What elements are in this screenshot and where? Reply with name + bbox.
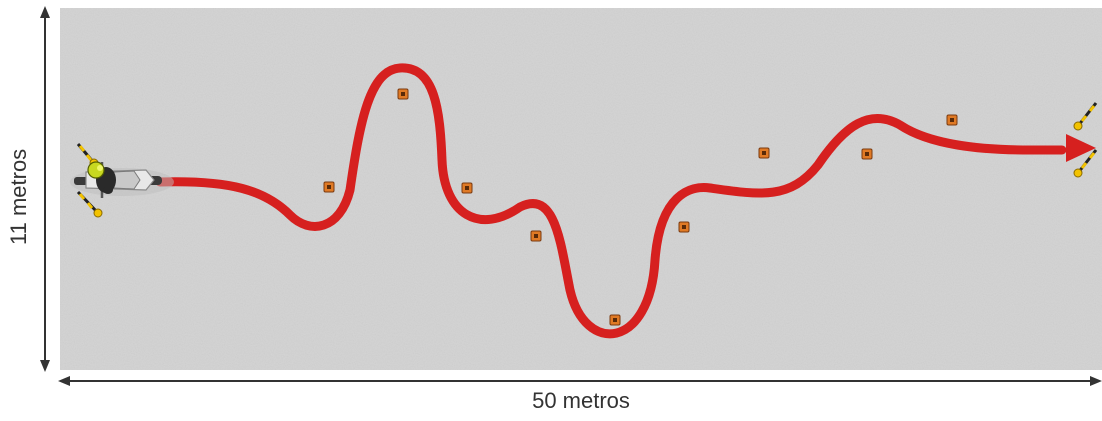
gate-pole-top-finish — [1073, 102, 1098, 131]
cone — [758, 147, 770, 159]
finish-gate — [1073, 102, 1098, 178]
height-label: 11 metros — [6, 148, 31, 245]
cone — [609, 314, 621, 326]
cone — [946, 114, 958, 126]
gate-pole-bottom-finish — [1073, 149, 1098, 178]
width-label: 50 metros — [532, 388, 630, 413]
path-arrowhead — [1066, 134, 1096, 162]
motorcycle-icon — [70, 161, 174, 198]
cone — [323, 181, 335, 193]
height-dimension-arrow — [40, 6, 50, 372]
cone — [678, 221, 690, 233]
cones — [323, 88, 958, 326]
gate-pole-bottom-start — [76, 190, 103, 218]
cone — [861, 148, 873, 160]
riding-path — [155, 63, 1067, 339]
cone — [397, 88, 409, 100]
cone — [461, 182, 473, 194]
width-dimension-arrow — [58, 376, 1102, 386]
cone — [530, 230, 542, 242]
